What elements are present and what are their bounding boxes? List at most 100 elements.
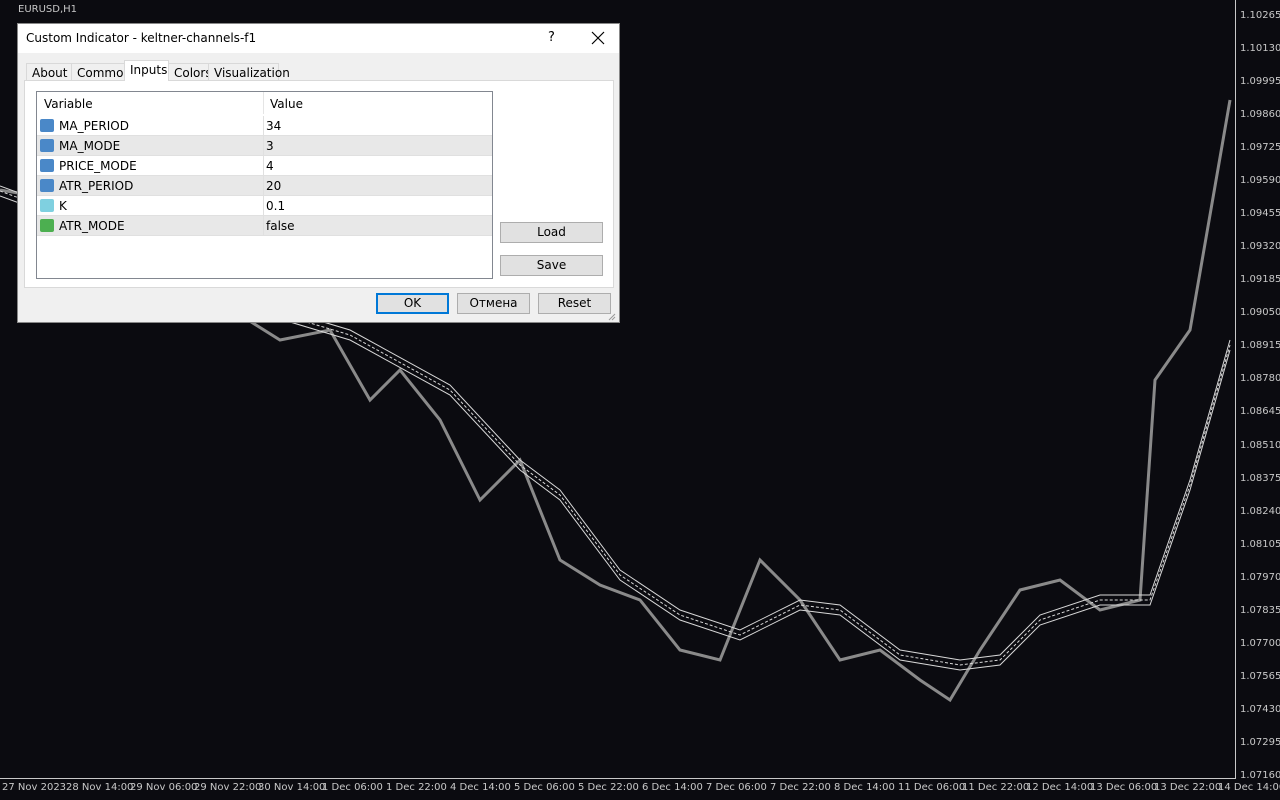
row-icon <box>40 199 54 212</box>
time-label: 4 Dec 14:00 <box>450 782 511 793</box>
dialog-button[interactable]: Отмена <box>457 293 530 314</box>
row-icon <box>40 139 54 152</box>
dialog-button[interactable]: Reset <box>538 293 611 314</box>
time-label: 28 Nov 14:00 <box>66 782 134 793</box>
time-label: 11 Dec 06:00 <box>898 782 966 793</box>
row-bg <box>37 116 492 136</box>
time-label: 6 Dec 14:00 <box>642 782 703 793</box>
column-divider <box>263 156 264 176</box>
row-bg <box>37 216 492 236</box>
symbol-label: EURUSD,H1 <box>18 4 78 15</box>
variable-value[interactable]: 3 <box>266 139 274 153</box>
price-label: 1.08645 <box>1240 406 1280 418</box>
column-divider <box>263 136 264 156</box>
price-label: 1.08510 <box>1240 439 1280 451</box>
price-label: 1.07430 <box>1240 703 1280 715</box>
chart-area <box>0 0 1236 779</box>
variable-value[interactable]: false <box>266 219 295 233</box>
channel-middle <box>0 190 1231 666</box>
price-label: 1.09860 <box>1240 109 1280 121</box>
row-icon <box>40 179 54 192</box>
price-label: 1.08780 <box>1240 373 1280 385</box>
time-label: 29 Nov 22:00 <box>194 782 262 793</box>
time-label: 1 Dec 06:00 <box>322 782 383 793</box>
time-label: 12 Dec 14:00 <box>1026 782 1094 793</box>
price-label: 1.09050 <box>1240 307 1280 319</box>
tab[interactable]: About <box>26 63 72 81</box>
row-bg <box>37 156 492 176</box>
price-label: 1.09455 <box>1240 208 1280 220</box>
channel-lower <box>0 195 1231 671</box>
row-bg <box>37 136 492 156</box>
price-label: 1.08105 <box>1240 538 1280 550</box>
variable-value[interactable]: 4 <box>266 159 274 173</box>
price-label: 1.07295 <box>1240 736 1280 748</box>
price-label: 1.08375 <box>1240 472 1280 484</box>
tab[interactable]: Colors <box>168 63 212 81</box>
variable-value[interactable]: 20 <box>266 179 282 193</box>
time-label: 14 Dec 14:00 <box>1218 782 1280 793</box>
column-divider <box>263 92 264 114</box>
time-label: 5 Dec 06:00 <box>514 782 575 793</box>
time-label: 13 Dec 22:00 <box>1154 782 1222 793</box>
price-label: 1.08915 <box>1240 340 1280 352</box>
side-button[interactable]: Load <box>500 222 603 243</box>
time-label: 11 Dec 22:00 <box>962 782 1030 793</box>
time-label: 30 Nov 14:00 <box>258 782 326 793</box>
price-label: 1.09725 <box>1240 142 1280 154</box>
time-label: 27 Nov 2023 <box>2 782 67 793</box>
variable-name: MA_MODE <box>59 139 121 153</box>
column-divider <box>263 116 264 136</box>
price-label: 1.07565 <box>1240 670 1280 682</box>
column-header: Variable <box>44 97 93 111</box>
column-header: Value <box>270 97 303 111</box>
column-divider <box>263 176 264 196</box>
time-label: 13 Dec 06:00 <box>1090 782 1158 793</box>
price-label: 1.09590 <box>1240 175 1280 187</box>
tab[interactable]: Inputs <box>124 60 169 81</box>
help-button[interactable]: ? <box>548 30 555 45</box>
price-label: 1.07835 <box>1240 604 1280 616</box>
price-label: 1.07160 <box>1240 769 1280 781</box>
price-label: 1.10265 <box>1240 10 1280 21</box>
row-icon <box>40 159 54 172</box>
row-icon <box>40 119 54 132</box>
row-bg <box>37 176 492 196</box>
column-divider <box>263 196 264 216</box>
price-label: 1.07970 <box>1240 571 1280 583</box>
time-label: 5 Dec 22:00 <box>578 782 639 793</box>
channel-upper <box>0 185 1231 661</box>
resize-grip <box>608 313 616 321</box>
inputs-table: Variable Value MA_PERIOD 34 MA_MODE 3 PRICE_MO… <box>36 91 493 279</box>
tab[interactable]: Common <box>71 63 131 81</box>
dialog: Custom Indicator - keltner-channels-f1 ?… <box>17 23 620 323</box>
variable-name: ATR_PERIOD <box>59 179 134 193</box>
dialog-title: Custom Indicator - keltner-channels-f1 <box>26 31 257 45</box>
row-icon <box>40 219 54 232</box>
price-label: 1.10130 <box>1240 43 1280 55</box>
title-bar <box>18 24 619 53</box>
tab[interactable]: Visualization <box>208 63 290 81</box>
column-divider <box>263 216 264 236</box>
row-bg <box>37 196 492 216</box>
side-button[interactable]: Save <box>500 255 603 276</box>
price-label: 1.08240 <box>1240 505 1280 517</box>
price-label: 1.07700 <box>1240 637 1280 649</box>
variable-name: PRICE_MODE <box>59 159 137 173</box>
variable-name: MA_PERIOD <box>59 119 129 133</box>
close-button[interactable] <box>591 31 605 45</box>
time-label: 29 Nov 06:00 <box>130 782 198 793</box>
variable-name: K <box>59 199 67 213</box>
time-label: 1 Dec 22:00 <box>386 782 447 793</box>
time-label: 7 Dec 22:00 <box>770 782 831 793</box>
variable-name: ATR_MODE <box>59 219 125 233</box>
time-label: 7 Dec 06:00 <box>706 782 767 793</box>
price-label: 1.09320 <box>1240 241 1280 253</box>
variable-value[interactable]: 0.1 <box>266 199 286 213</box>
price-label: 1.09185 <box>1240 274 1280 286</box>
dialog-button[interactable]: OK <box>376 293 449 314</box>
variable-value[interactable]: 34 <box>266 119 282 133</box>
price-label: 1.09995 <box>1240 76 1280 88</box>
time-label: 8 Dec 14:00 <box>834 782 895 793</box>
